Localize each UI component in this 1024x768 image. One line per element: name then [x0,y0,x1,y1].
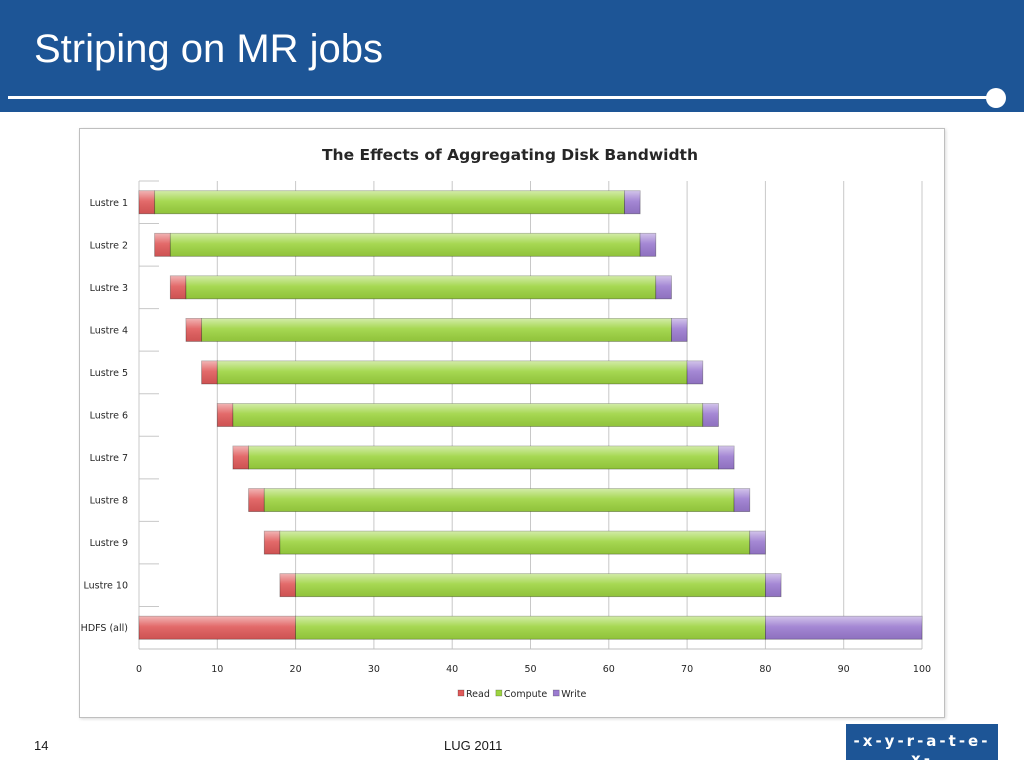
category-label: Lustre 5 [90,368,128,379]
x-tick-label: 40 [446,664,458,675]
legend-swatch [457,689,465,697]
category-labels: Lustre 1 Lustre 2 Lustre 3 Lustre 4 Lustre 5… [81,198,128,634]
bar-gloss [624,190,641,214]
legend-label: Read [466,689,490,700]
category-label: Lustre 4 [90,325,128,336]
logo-text: -x-y-r-a-t-e-x- [853,732,991,768]
page-number: 14 [34,738,49,753]
bar-gloss [640,233,656,257]
legend-swatch [495,689,503,697]
bar-gloss [232,446,249,470]
gridlines [138,180,923,650]
bar-gloss [154,233,171,257]
legend-label: Compute [504,689,547,700]
bar-gloss [248,488,265,512]
legend-label: Write [561,689,586,700]
x-axis-ticks: 0 10 20 30 40 50 60 70 80 90 100 [136,664,931,675]
category-label: Lustre 8 [90,496,128,507]
slide-title: Striping on MR jobs [34,27,384,71]
bar-gloss [279,531,750,555]
bar-gloss [185,318,202,342]
x-tick-label: 90 [838,664,850,675]
x-tick-label: 30 [368,664,380,675]
bar-gloss [201,318,672,342]
legend-swatch [552,689,560,697]
category-label: Lustre 2 [90,240,128,251]
bar-gloss [655,275,672,299]
x-tick-label: 80 [759,664,771,675]
header-dot [986,88,1006,108]
bar-gloss [264,531,280,555]
bar-gloss [765,573,782,597]
x-tick-label: 20 [290,664,302,675]
bar-gloss [185,275,656,299]
bar-gloss [232,403,703,427]
category-label: Lustre 9 [90,538,128,549]
bar-gloss [687,360,703,384]
bar-gloss [295,616,766,640]
x-tick-label: 10 [211,664,223,675]
bar-chart: The Effects of Aggregating Disk Bandwidt… [81,146,931,700]
legend: Read Compute Write [457,689,586,700]
xyratex-logo: -x-y-r-a-t-e-x- [846,724,998,768]
header-band [0,92,1024,112]
category-label: Lustre 3 [90,283,128,294]
bar-gloss [264,488,735,512]
bar-gloss [765,616,922,640]
bar-gloss [248,446,719,470]
bar-gloss [139,190,155,214]
bar-gloss [139,616,296,640]
x-tick-label: 60 [603,664,615,675]
bar-gloss [702,403,719,427]
x-tick-label: 100 [913,664,931,675]
x-tick-label: 0 [136,664,142,675]
bar-gloss [734,488,750,512]
bar-gloss [217,360,688,384]
bar-gloss [718,446,735,470]
bar-gloss [295,573,766,597]
category-label: HDFS (all) [81,623,128,634]
bar-gloss [279,573,296,597]
bar-gloss [154,190,625,214]
x-tick-label: 50 [524,664,536,675]
bars [138,190,923,640]
x-tick-label: 70 [681,664,693,675]
chart-frame: The Effects of Aggregating Disk Bandwidt… [79,128,945,718]
bar-gloss [217,403,233,427]
bar-gloss [749,531,766,555]
bar-gloss [170,275,186,299]
bar-gloss [201,360,218,384]
chart-title: The Effects of Aggregating Disk Bandwidt… [322,146,698,164]
category-label: Lustre 7 [90,453,128,464]
bar-gloss [671,318,688,342]
category-label: Lustre 6 [90,411,128,422]
footer-text: LUG 2011 [444,738,503,753]
category-label: Lustre 1 [90,198,128,209]
category-label: Lustre 10 [84,581,128,592]
header-rule [8,96,996,99]
bar-gloss [170,233,641,257]
slide-header [0,0,1024,92]
